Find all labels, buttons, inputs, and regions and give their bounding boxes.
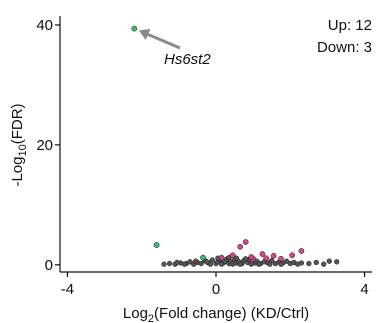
point-down (200, 254, 206, 261)
point-ns (334, 259, 340, 265)
point-ns (248, 261, 254, 267)
point-up (270, 252, 277, 259)
x-tick-label: -4 (61, 281, 74, 298)
point-ns (243, 256, 249, 262)
point-ns (187, 259, 193, 265)
highlight-arrow (138, 28, 181, 50)
y-tick-label: 20 (36, 137, 53, 154)
point-ns (283, 258, 290, 264)
point-ns (321, 261, 327, 267)
point-up (242, 239, 249, 245)
point-ns (166, 260, 173, 267)
point-ns (198, 260, 204, 267)
point-up (237, 243, 243, 250)
point-up (229, 252, 236, 259)
data-points (131, 25, 340, 267)
point-ns (267, 261, 273, 267)
point-ns (278, 261, 284, 267)
up-count-label: Up: 12 (328, 17, 372, 34)
x-tick-label: 0 (212, 281, 220, 298)
point-ns (306, 260, 312, 267)
point-ns (174, 259, 180, 266)
x-tick-label: 4 (360, 281, 368, 298)
y-tick-label: 0 (45, 257, 53, 274)
point-up (263, 255, 269, 262)
point-up (248, 254, 255, 260)
down-count-label: Down: 3 (317, 39, 372, 56)
point-ns (298, 260, 305, 266)
point-ns (326, 258, 332, 264)
point-ns (181, 261, 188, 267)
point-ns (192, 258, 199, 264)
x-axis-title: Log2(Fold change) (KD/Ctrl) (123, 305, 309, 323)
point-ns (313, 259, 319, 266)
point-up (259, 251, 266, 257)
point-ns (218, 261, 225, 267)
point-ns (237, 261, 243, 267)
y-tick-label: 40 (36, 17, 53, 34)
point-down (131, 25, 138, 32)
point-ns (204, 259, 210, 265)
point-ns (256, 261, 262, 267)
gene-label-hs6st2: Hs6st2 (164, 51, 211, 68)
point-ns (161, 261, 167, 267)
point-down (153, 242, 160, 248)
point-ns (233, 255, 240, 261)
point-up (218, 254, 225, 261)
y-axis-title: -Log10(FDR) (9, 103, 29, 186)
point-ns (207, 261, 214, 267)
point-up (289, 252, 295, 259)
point-ns (230, 261, 236, 267)
point-up (278, 255, 284, 262)
point-up (298, 248, 305, 254)
